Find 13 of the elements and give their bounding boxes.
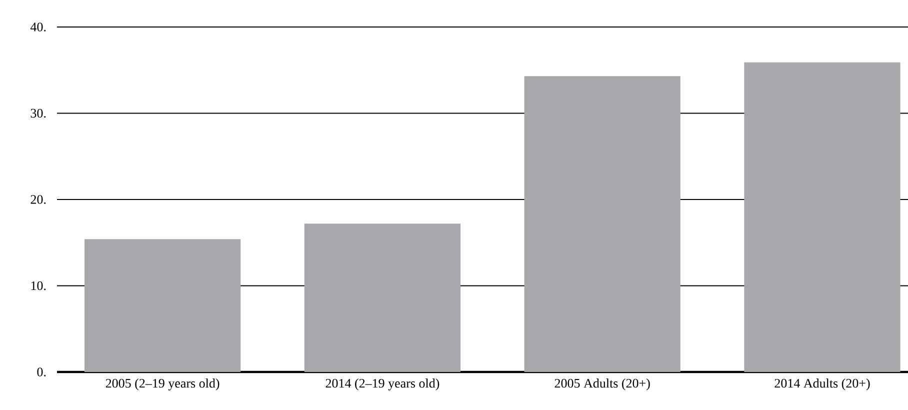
bar (84, 239, 241, 372)
x-tick-label: 2005 (2–19 years old) (106, 378, 220, 390)
y-tick-label: 0. (37, 368, 46, 376)
bar (744, 62, 900, 372)
x-tick-label: 2005 Adults (20+) (554, 378, 650, 390)
x-tick-label: 2014 Adults (20+) (774, 378, 870, 390)
y-tick-label: 40. (30, 22, 46, 32)
y-tick-label: 20. (30, 195, 46, 204)
y-tick-label: 10. (31, 281, 46, 290)
y-tick-label: 30. (30, 108, 46, 118)
x-tick-label: 2014 (2–19 years old) (326, 378, 440, 390)
bar (304, 224, 461, 372)
bar (524, 76, 680, 372)
